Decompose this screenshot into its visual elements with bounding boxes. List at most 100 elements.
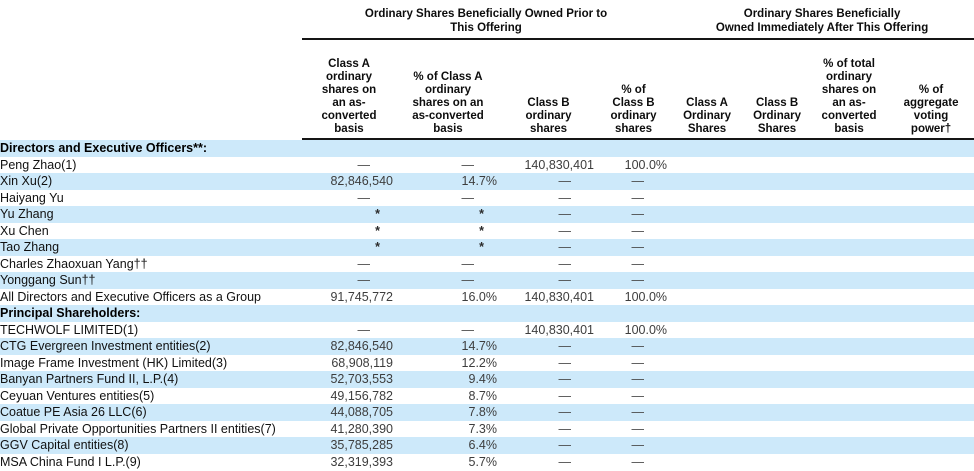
cell-num: 82,846,540 [302,338,396,355]
cell-blank [888,190,974,207]
cell-dash: — [597,173,671,190]
cell-blank [744,256,810,273]
cell-num: 100.0% [624,157,668,172]
cell-blank [744,239,811,256]
cell-blank [670,388,744,405]
cell-blank [670,371,745,388]
shareholder-name: Charles Zhaoxuan Yang†† [0,256,148,271]
cell-blank [810,322,888,339]
col-header-class-b-after: Class B Ordinary Shares [744,40,811,140]
cell-num: 7.3% [468,421,498,436]
shareholder-row: Charles Zhaoxuan Yang†† — — — — [0,256,974,273]
cell-blank [670,206,745,223]
cell-dash: — [631,256,645,271]
cell-blank [744,421,810,438]
cell-num: 35,785,285 [302,437,396,454]
cell-dash: — [597,437,671,454]
shareholder-name: Global Private Opportunities Partners II… [0,421,276,436]
cell-dash: — [631,421,645,436]
cell-ast: * [396,206,500,223]
shareholder-name: MSA China Fund I L.P.(9) [0,454,141,469]
col-header-class-a-as-converted-label: Class A ordinary shares on an as- conver… [302,58,396,140]
cell-blank [888,338,974,355]
cell-blank [670,239,745,256]
cell-blank [810,206,889,223]
section-title: Principal Shareholders: [0,305,302,322]
cell-blank [597,305,671,322]
cell-num: 12.2% [461,355,497,370]
cell-blank [810,371,889,388]
col-header-class-a-after: Class A Ordinary Shares [670,40,745,140]
cell-num: 7.8% [396,404,500,421]
cell-blank [888,239,974,256]
cell-blank [670,256,744,273]
cell-blank [810,289,888,306]
cell-dash: — [461,157,475,172]
cell-blank [810,421,888,438]
cell-dash: — [597,404,671,421]
cell-blank [810,223,888,240]
cell-dash: — [558,223,572,238]
cell-blank [888,223,974,240]
cell-blank [670,173,745,190]
cell-blank [670,223,744,240]
cell-blank [888,421,974,438]
col-header-class-b-after-label: Class B Ordinary Shares [744,97,811,140]
cell-dash: — [597,371,671,388]
cell-blank [810,256,888,273]
cell-blank [888,289,974,306]
cell-dash: — [631,454,645,469]
shareholder-name: Yu Zhang [0,206,302,223]
cell-num: 44,088,705 [302,404,396,421]
cell-dash: — [357,157,371,172]
cell-num: 140,830,401 [524,157,594,172]
cell-blank [810,338,889,355]
cell-blank [670,338,745,355]
cell-blank [810,173,889,190]
cell-num: 5.7% [468,454,498,469]
group-header-row: Ordinary Shares Beneficially Owned Prior… [0,0,974,40]
cell-num: 91,745,772 [330,289,393,304]
cell-dash: — [500,404,597,421]
shareholder-name: Image Frame Investment (HK) Limited(3) [0,355,228,370]
shareholder-name: TECHWOLF LIMITED(1) [0,322,139,337]
cell-blank [810,272,889,289]
section-title: Directors and Executive Officers**: [0,140,302,157]
cell-blank [744,388,810,405]
cell-dash: — [500,437,597,454]
cell-dash: — [461,256,475,271]
cell-blank [744,437,811,454]
cell-dash: — [558,454,572,469]
cell-num: 8.7% [468,388,498,403]
cell-blank [888,305,974,322]
cell-blank [888,206,974,223]
cell-num: 9.4% [396,371,500,388]
column-header-row: Class A ordinary shares on an as- conver… [0,40,974,140]
shareholder-row: GGV Capital entities(8) 35,785,285 6.4% — — [0,437,974,454]
cell-blank [597,140,671,157]
cell-blank [744,355,810,372]
cell-blank [888,256,974,273]
shareholder-name: CTG Evergreen Investment entities(2) [0,338,302,355]
cell-dash: — [597,338,671,355]
shareholder-name: Yonggang Sun†† [0,272,302,289]
cell-blank [810,157,888,174]
cell-dash: — [357,256,371,271]
shareholder-name: All Directors and Executive Officers as … [0,289,261,304]
shareholder-row: Image Frame Investment (HK) Limited(3) 68… [0,355,974,372]
cell-dash: — [396,272,500,289]
cell-dash: — [500,272,597,289]
cell-blank [670,305,745,322]
section-header-row: Principal Shareholders: [0,305,974,322]
cell-dash: — [631,190,645,205]
cell-blank [810,404,889,421]
cell-blank [744,305,811,322]
cell-num: 82,846,540 [302,173,396,190]
col-header-class-b-shares: Class B ordinary shares [500,40,597,140]
cell-blank [888,355,974,372]
cell-blank [744,404,811,421]
cell-num: 100.0% [624,322,668,337]
shareholder-row: MSA China Fund I L.P.(9) 32,319,393 5.7% — — [0,454,974,471]
cell-blank [744,173,811,190]
